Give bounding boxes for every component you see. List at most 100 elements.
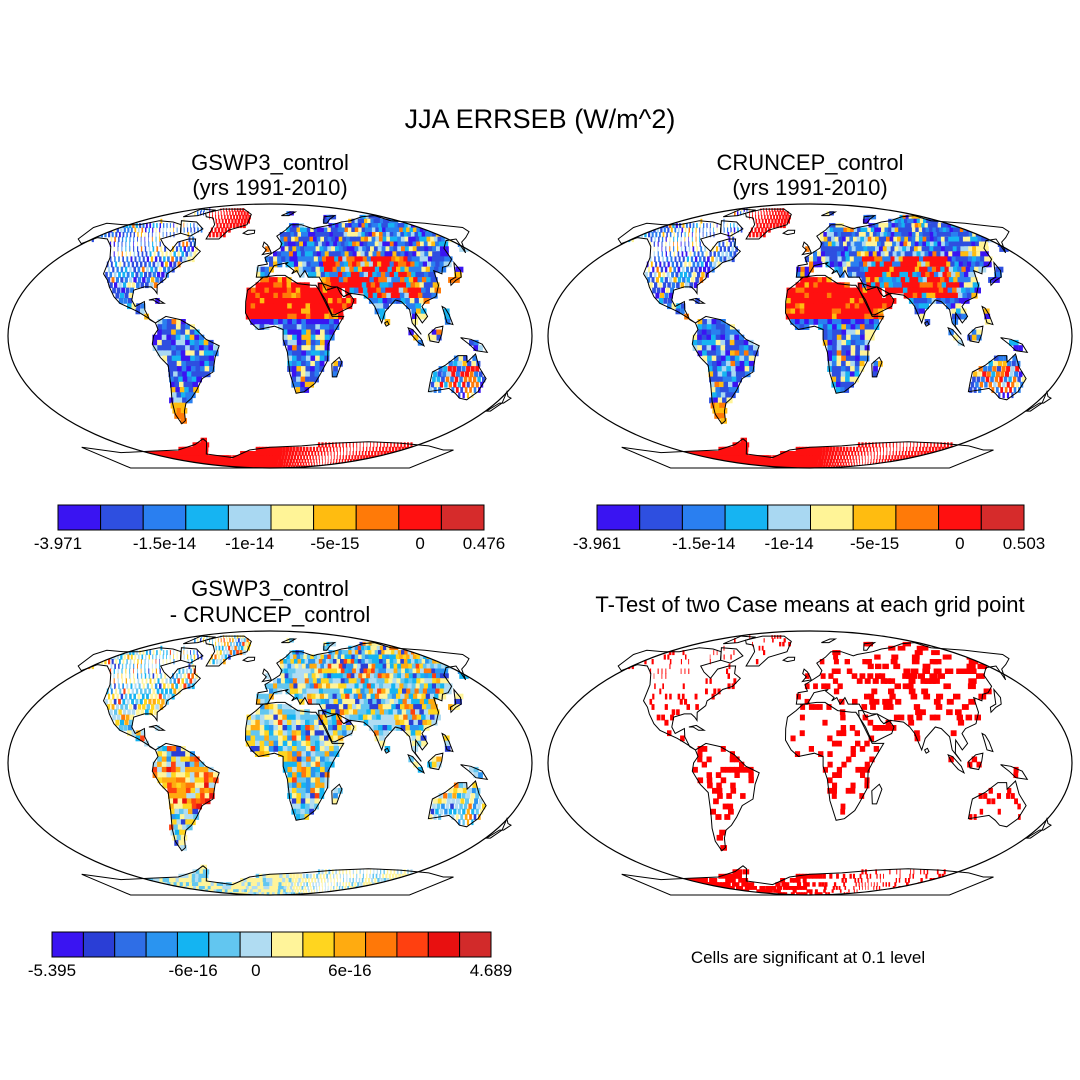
grid-cell <box>734 339 740 346</box>
grid-cell <box>800 455 804 460</box>
grid-cell <box>355 241 363 247</box>
grid-cell <box>167 266 171 273</box>
colorbar-swatch <box>639 504 683 531</box>
grid-cell <box>411 451 415 456</box>
grid-cell <box>318 241 324 247</box>
grid-cell <box>425 287 433 294</box>
grid-cell <box>405 451 409 456</box>
grid-cell <box>918 298 924 304</box>
grid-cell <box>199 350 205 357</box>
grid-cell <box>706 462 715 466</box>
grid-cell <box>196 650 198 656</box>
grid-cell <box>910 465 913 468</box>
grid-cell <box>684 271 688 278</box>
grid-cell <box>310 319 316 325</box>
grid-cell <box>859 303 865 310</box>
grid-cell <box>316 459 318 463</box>
grid-cell <box>697 345 703 351</box>
grid-cell <box>265 446 270 452</box>
grid-cell <box>192 442 200 448</box>
grid-cell <box>436 334 442 341</box>
grid-cell <box>328 313 335 320</box>
grid-cell <box>163 462 173 466</box>
grid-cell <box>716 465 725 468</box>
grid-cell <box>989 232 1000 238</box>
grid-cell <box>262 446 267 452</box>
grid-cell <box>237 638 240 643</box>
grid-cell <box>818 451 823 456</box>
grid-cell <box>130 227 133 233</box>
grid-cell <box>702 319 708 325</box>
grid-cell <box>971 261 979 268</box>
grid-cell <box>291 663 297 670</box>
grid-cell <box>700 261 704 268</box>
grid-cell <box>286 459 290 463</box>
grid-cell <box>910 256 918 263</box>
grid-cell <box>176 407 184 414</box>
grid-cell <box>961 455 968 460</box>
grid-cell <box>725 355 732 362</box>
grid-cell <box>232 650 236 656</box>
grid-cell <box>917 459 922 463</box>
grid-cell <box>873 446 875 452</box>
grid-cell <box>662 232 665 238</box>
grid-cell <box>845 308 851 315</box>
grid-cell <box>334 227 341 233</box>
grid-cell <box>857 451 860 456</box>
grid-cell <box>387 266 395 273</box>
grid-cell <box>301 345 307 351</box>
grid-cell <box>298 465 301 468</box>
colorbar-swatch <box>852 504 897 531</box>
panel-title-line2: (yrs 1991-2010) <box>732 175 887 200</box>
grid-cell <box>831 376 837 383</box>
grid-cell <box>191 371 197 378</box>
grid-cell <box>406 462 412 466</box>
grid-cell <box>688 241 690 247</box>
grid-cell <box>935 446 938 452</box>
grid-cell <box>232 223 236 229</box>
grid-cell <box>387 298 393 304</box>
grid-cell <box>282 298 288 304</box>
grid-cell <box>891 462 894 466</box>
grid-cell <box>291 236 297 243</box>
grid-cell <box>665 287 670 294</box>
grid-cell <box>287 236 293 243</box>
grid-cell <box>362 446 364 452</box>
grid-cell <box>302 462 305 466</box>
grid-cell <box>287 298 293 304</box>
grid-cell <box>159 277 164 283</box>
grid-cell <box>177 678 180 684</box>
grid-cell <box>273 282 279 289</box>
grid-cell <box>870 282 877 289</box>
grid-cell <box>709 261 713 268</box>
colorbar-tick-label: -1.5e-14 <box>672 534 735 553</box>
grid-cell <box>940 465 945 468</box>
grid-cell <box>348 241 355 247</box>
grid-cell <box>713 223 715 229</box>
grid-cell <box>766 211 768 216</box>
grid-cell <box>836 371 842 378</box>
grid-cell <box>870 451 872 456</box>
grid-cell <box>310 654 316 660</box>
grid-cell <box>327 654 334 660</box>
grid-cell <box>893 266 900 273</box>
coastline-samerica <box>691 315 760 425</box>
grid-cell <box>832 329 838 336</box>
grid-cell <box>920 459 925 463</box>
grid-cell <box>864 308 870 315</box>
grid-cell <box>971 329 978 336</box>
grid-cell <box>350 232 358 238</box>
grid-cell <box>256 465 260 468</box>
grid-cell <box>995 387 999 393</box>
grid-cell <box>301 313 307 320</box>
grid-cell <box>850 308 856 315</box>
grid-cell <box>359 446 361 452</box>
grid-cell <box>887 232 894 238</box>
grid-cell <box>832 350 838 357</box>
grid-cell <box>287 345 293 351</box>
grid-cell <box>718 241 721 247</box>
grid-cell <box>712 246 715 252</box>
grid-cell <box>842 261 848 268</box>
grid-cell <box>256 266 261 273</box>
grid-cell <box>301 360 307 367</box>
